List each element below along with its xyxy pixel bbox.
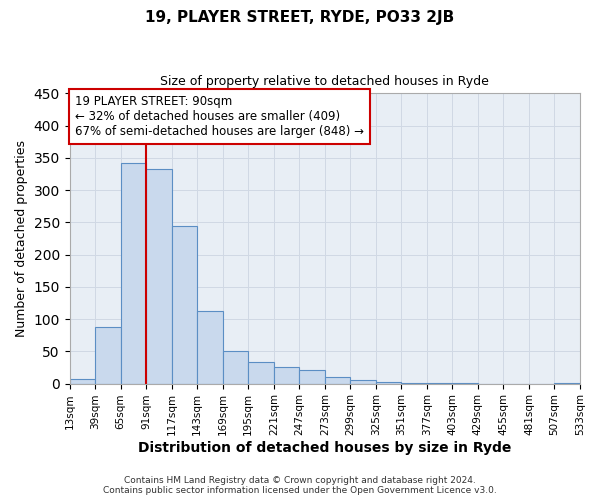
Bar <box>274 368 299 384</box>
Bar <box>299 370 325 384</box>
Bar <box>146 169 172 384</box>
Bar <box>248 362 274 384</box>
Text: Contains HM Land Registry data © Crown copyright and database right 2024.
Contai: Contains HM Land Registry data © Crown c… <box>103 476 497 495</box>
Bar <box>401 383 427 384</box>
Bar <box>223 352 248 384</box>
Bar <box>325 377 350 384</box>
Bar <box>172 226 197 384</box>
Bar <box>427 383 452 384</box>
Text: 19 PLAYER STREET: 90sqm
← 32% of detached houses are smaller (409)
67% of semi-d: 19 PLAYER STREET: 90sqm ← 32% of detache… <box>75 95 364 138</box>
Y-axis label: Number of detached properties: Number of detached properties <box>15 140 28 337</box>
Bar <box>350 380 376 384</box>
Bar <box>452 383 478 384</box>
Bar <box>554 383 580 384</box>
Bar <box>376 382 401 384</box>
Bar <box>197 312 223 384</box>
Bar <box>121 163 146 384</box>
Text: 19, PLAYER STREET, RYDE, PO33 2JB: 19, PLAYER STREET, RYDE, PO33 2JB <box>145 10 455 25</box>
Bar <box>70 379 95 384</box>
Title: Size of property relative to detached houses in Ryde: Size of property relative to detached ho… <box>160 75 489 88</box>
X-axis label: Distribution of detached houses by size in Ryde: Distribution of detached houses by size … <box>138 441 512 455</box>
Bar <box>95 327 121 384</box>
